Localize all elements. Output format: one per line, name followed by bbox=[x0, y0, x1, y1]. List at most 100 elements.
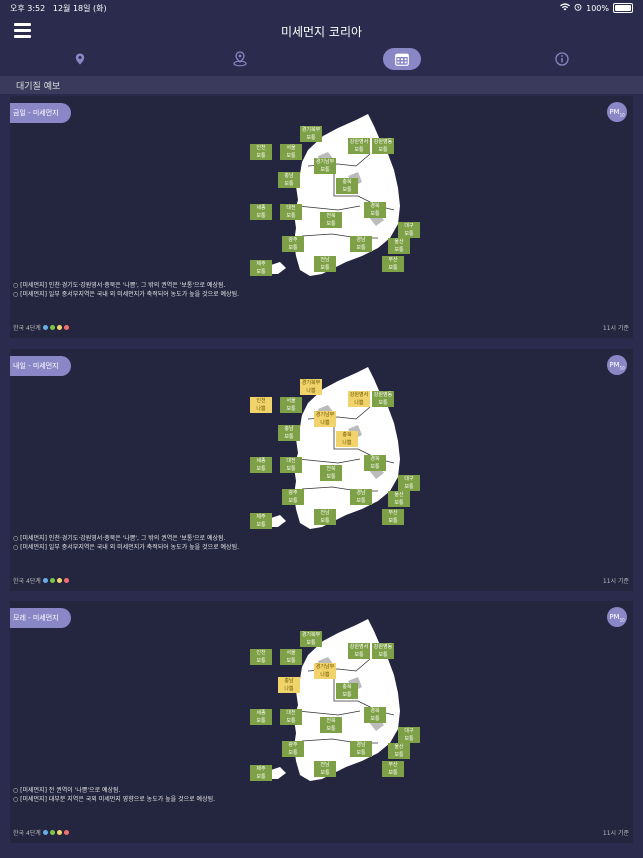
forecast-note: ○ [미세먼지] 전 권역이 '나쁨'으로 예상됨. bbox=[13, 787, 121, 794]
region-name: 경기북부 bbox=[301, 127, 321, 133]
region-name: 대구 bbox=[404, 476, 414, 482]
region-grade: 나쁨 bbox=[284, 686, 294, 692]
region-grade: 보통 bbox=[370, 716, 380, 722]
region-label: 강원영동 보통 bbox=[372, 391, 394, 407]
region-name: 경남 bbox=[356, 237, 366, 243]
region-label: 경남 보통 bbox=[350, 741, 372, 757]
region-grade: 보통 bbox=[326, 726, 336, 732]
region-name: 광주 bbox=[288, 490, 298, 496]
region-label: 서울 보통 bbox=[280, 649, 302, 665]
tab-bar bbox=[0, 48, 643, 72]
region-name: 부산 bbox=[388, 510, 398, 516]
region-name: 세종 bbox=[256, 458, 266, 464]
region-grade: 보통 bbox=[320, 265, 330, 271]
region-label: 광주 보통 bbox=[282, 741, 304, 757]
forecast-card: 금일 - 미세먼지 PM10 경기북부 보통 경기남부 보통 강원영서 보통 강원영동 보통 인천 보… bbox=[10, 96, 633, 338]
region-label: 경남 보통 bbox=[350, 489, 372, 505]
tab-info[interactable] bbox=[543, 48, 581, 70]
region-label: 전북 보통 bbox=[320, 717, 342, 733]
calendar-grid-icon bbox=[395, 53, 409, 66]
legend-label: 한국 4단계 bbox=[13, 325, 41, 332]
region-name: 인천 bbox=[256, 145, 266, 151]
region-name: 대전 bbox=[286, 710, 296, 716]
tab-current-location[interactable] bbox=[61, 48, 99, 70]
region-label: 대구 보통 bbox=[398, 222, 420, 238]
tab-forecast[interactable] bbox=[383, 48, 421, 70]
region-name: 대구 bbox=[404, 728, 414, 734]
region-label: 경북 보통 bbox=[364, 707, 386, 723]
pm-toggle-button[interactable]: PM10 bbox=[607, 607, 627, 627]
updated-time: 11시 기준 bbox=[602, 830, 629, 837]
region-grade: 보통 bbox=[284, 434, 294, 440]
region-grade: 보통 bbox=[256, 718, 266, 724]
forecast-card: 모레 - 미세먼지 PM10 경기북부 보통 경기남부 나쁨 강원영서 보통 강원영동 보통 인천 보… bbox=[10, 601, 633, 843]
legend-label: 한국 4단계 bbox=[13, 578, 41, 585]
region-label: 경기남부 나쁨 bbox=[314, 663, 336, 679]
region-grade: 보통 bbox=[404, 736, 414, 742]
region-name: 전남 bbox=[320, 257, 330, 263]
forecast-note: ○ [미세먼지] 인천·경기도·강원영서·충북은 '나쁨', 그 밖의 권역은 … bbox=[13, 535, 226, 542]
region-label: 경기북부 나쁨 bbox=[300, 379, 322, 395]
region-name: 서울 bbox=[286, 145, 296, 151]
region-label: 울산 보통 bbox=[388, 491, 410, 507]
region-name: 제주 bbox=[256, 261, 266, 267]
status-time: 오후 3:52 bbox=[10, 4, 46, 13]
pm-toggle-button[interactable]: PM10 bbox=[607, 355, 627, 375]
region-grade: 보통 bbox=[256, 153, 266, 159]
region-label: 제주 보통 bbox=[250, 513, 272, 529]
menu-icon[interactable] bbox=[14, 23, 31, 38]
region-grade: 보통 bbox=[370, 464, 380, 470]
region-name: 경남 bbox=[356, 490, 366, 496]
region-name: 강원영동 bbox=[373, 392, 393, 398]
region-name: 울산 bbox=[394, 239, 404, 245]
legend-label: 한국 4단계 bbox=[13, 830, 41, 837]
region-name: 울산 bbox=[394, 744, 404, 750]
region-grade: 보통 bbox=[284, 181, 294, 187]
legend-dot bbox=[63, 830, 69, 835]
region-label: 부산 보통 bbox=[382, 256, 404, 272]
region-grade: 보통 bbox=[306, 135, 316, 141]
region-name: 경북 bbox=[370, 456, 380, 462]
status-time-date: 오후 3:52 12월 18일 (화) bbox=[10, 3, 107, 14]
region-name: 전남 bbox=[320, 510, 330, 516]
region-label: 인천 보통 bbox=[250, 649, 272, 665]
region-label: 부산 보통 bbox=[382, 761, 404, 777]
region-grade: 보통 bbox=[370, 211, 380, 217]
region-label: 강원영서 보통 bbox=[348, 138, 370, 154]
pm-toggle-button[interactable]: PM10 bbox=[607, 102, 627, 122]
region-grade: 보통 bbox=[288, 750, 298, 756]
region-label: 부산 보통 bbox=[382, 509, 404, 525]
legend-dot bbox=[63, 325, 69, 330]
region-name: 강원영동 bbox=[373, 644, 393, 650]
region-grade: 보통 bbox=[256, 466, 266, 472]
region-name: 부산 bbox=[388, 762, 398, 768]
region-grade: 보통 bbox=[378, 147, 388, 153]
region-label: 충북 보통 bbox=[336, 178, 358, 194]
forecast-day-pill[interactable]: 금일 - 미세먼지 bbox=[10, 103, 71, 123]
region-grade: 나쁨 bbox=[320, 420, 330, 426]
region-name: 경기북부 bbox=[301, 380, 321, 386]
region-grade: 보통 bbox=[320, 518, 330, 524]
forecast-day-pill[interactable]: 내일 - 미세먼지 bbox=[10, 356, 71, 376]
legend-dot bbox=[56, 578, 62, 583]
status-right: 100% bbox=[560, 3, 633, 13]
forecast-day-pill[interactable]: 모레 - 미세먼지 bbox=[10, 608, 71, 628]
region-name: 대전 bbox=[286, 458, 296, 464]
region-name: 인천 bbox=[256, 650, 266, 656]
updated-time: 11시 기준 bbox=[602, 578, 629, 585]
region-name: 충북 bbox=[342, 179, 352, 185]
region-name: 울산 bbox=[394, 492, 404, 498]
region-label: 충북 보통 bbox=[336, 683, 358, 699]
section-title: 대기질 예보 bbox=[16, 82, 61, 92]
region-name: 서울 bbox=[286, 398, 296, 404]
region-grade: 보통 bbox=[326, 474, 336, 480]
korea-map: 경기북부 보통 경기남부 보통 강원영서 보통 강원영동 보통 인천 보통 서울 보통 충북 보통 충남 보통… bbox=[238, 106, 420, 286]
region-grade: 보통 bbox=[342, 692, 352, 698]
region-label: 전북 보통 bbox=[320, 212, 342, 228]
region-label: 광주 보통 bbox=[282, 236, 304, 252]
region-grade: 보통 bbox=[288, 245, 298, 251]
tab-station-map[interactable] bbox=[221, 48, 259, 70]
region-grade: 보통 bbox=[320, 770, 330, 776]
